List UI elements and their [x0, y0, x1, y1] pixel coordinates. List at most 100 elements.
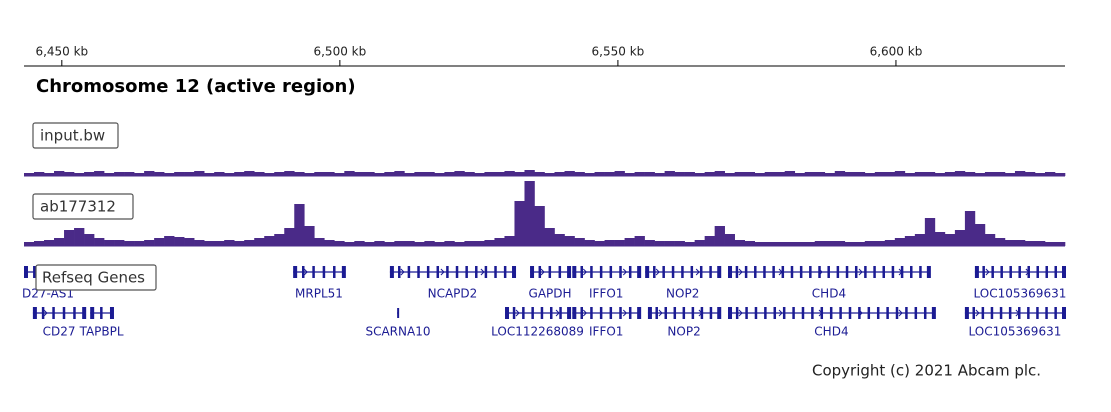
signal-bar: [244, 171, 255, 176]
signal-bar: [1044, 172, 1056, 176]
track-name: input.bw: [40, 127, 105, 145]
signal-bar: [64, 172, 75, 176]
strand-arrow: [778, 268, 783, 276]
signal-bar: [244, 240, 255, 246]
ruler-tick-label: 6,450 kb: [35, 45, 88, 59]
gene-label: SCARNA10: [365, 325, 430, 339]
gene-exon: [735, 266, 739, 278]
gene-exon: [653, 266, 656, 278]
signal-bar: [64, 230, 75, 246]
gene-exon: [33, 266, 36, 278]
signal-bar: [1054, 242, 1066, 246]
signal-bar: [884, 172, 896, 176]
gene-exon: [799, 266, 803, 278]
signal-bar: [214, 172, 225, 176]
signal-bar: [504, 236, 515, 246]
signal-bar: [354, 241, 365, 246]
signal-bar: [1004, 173, 1016, 176]
signal-bar: [824, 241, 836, 246]
signal-bar: [234, 241, 245, 246]
signal-bar: [654, 173, 665, 176]
gene-exon: [82, 307, 87, 319]
signal-bar: [254, 172, 265, 176]
gene-exon: [836, 266, 840, 278]
gene-exon: [637, 266, 642, 278]
signal-bar: [864, 241, 876, 246]
gene-exon: [827, 266, 830, 278]
gene-exon: [484, 266, 488, 278]
signal-bar: [404, 173, 415, 176]
copyright: Copyright (c) 2021 Abcam plc.: [812, 362, 1041, 380]
signal-bar: [904, 236, 916, 246]
signal-bar: [884, 240, 896, 246]
gene-exon: [572, 307, 577, 319]
signal-bar: [144, 240, 155, 246]
signal-bar: [434, 173, 445, 176]
signal-bar: [344, 242, 355, 246]
gene-exon: [858, 307, 861, 319]
signal-bar: [84, 234, 95, 246]
gene-label: NOP2: [666, 287, 699, 301]
signal-bar: [294, 172, 305, 176]
gene-label: CHD4: [812, 287, 846, 301]
gene-exon: [681, 266, 684, 278]
signal-bar: [414, 172, 425, 176]
signal-bar: [614, 171, 625, 176]
gene-exon: [910, 266, 913, 278]
gene-exon: [540, 307, 544, 319]
gene-exon: [1062, 266, 1066, 278]
gene-exon: [549, 307, 553, 319]
gene-exon: [333, 266, 336, 278]
signal-bar: [734, 172, 745, 176]
signal-bar: [584, 240, 595, 246]
gene-exon: [73, 307, 76, 319]
gene-exon: [926, 266, 931, 278]
gene-exon: [682, 307, 686, 319]
signal-bar: [54, 171, 65, 176]
signal-bar: [284, 228, 295, 246]
strand-arrow: [555, 309, 560, 317]
track-name: Refseq Genes: [42, 269, 145, 287]
signal-bar: [444, 241, 455, 246]
signal-bar: [514, 201, 525, 246]
gene-exon: [655, 307, 658, 319]
strand-arrow: [898, 309, 903, 317]
signal-bar: [974, 224, 986, 246]
signal-bar: [984, 234, 996, 246]
gene-exon: [628, 307, 632, 319]
gene-exon: [1008, 307, 1012, 319]
gene-exon: [494, 266, 497, 278]
signal-bar: [844, 172, 856, 176]
gene-exon: [923, 307, 927, 319]
gene-exon: [772, 266, 775, 278]
gene-exon: [407, 266, 411, 278]
signal-bar: [224, 240, 235, 246]
gene-exon: [619, 307, 622, 319]
signal-bar: [304, 226, 315, 246]
strand-arrow: [818, 268, 823, 276]
signal-bar: [24, 242, 35, 246]
signal-bar: [894, 171, 906, 176]
signal-bar: [1024, 241, 1036, 246]
gene-exon: [512, 266, 517, 278]
signal-bar: [644, 240, 655, 246]
signal-bar: [774, 242, 786, 246]
gene-label: LOC105369631: [974, 287, 1067, 301]
track-name: ab177312: [40, 198, 116, 216]
signal-bar: [374, 241, 385, 246]
signal-bar: [424, 172, 435, 176]
signal-bar: [714, 171, 725, 176]
signal-bar: [274, 234, 285, 246]
gene-exon: [647, 307, 652, 319]
gene-exon: [397, 308, 400, 318]
gene-exon: [914, 307, 918, 319]
gene-exon: [436, 266, 440, 278]
signal-bar: [494, 238, 505, 246]
track-label-box: [35, 264, 157, 291]
gene-exon: [919, 266, 922, 278]
gene-exon: [301, 266, 305, 278]
gene-exon: [763, 266, 766, 278]
strand-arrow: [698, 309, 703, 317]
signal-bar: [554, 234, 565, 246]
signal-bar: [914, 172, 926, 176]
